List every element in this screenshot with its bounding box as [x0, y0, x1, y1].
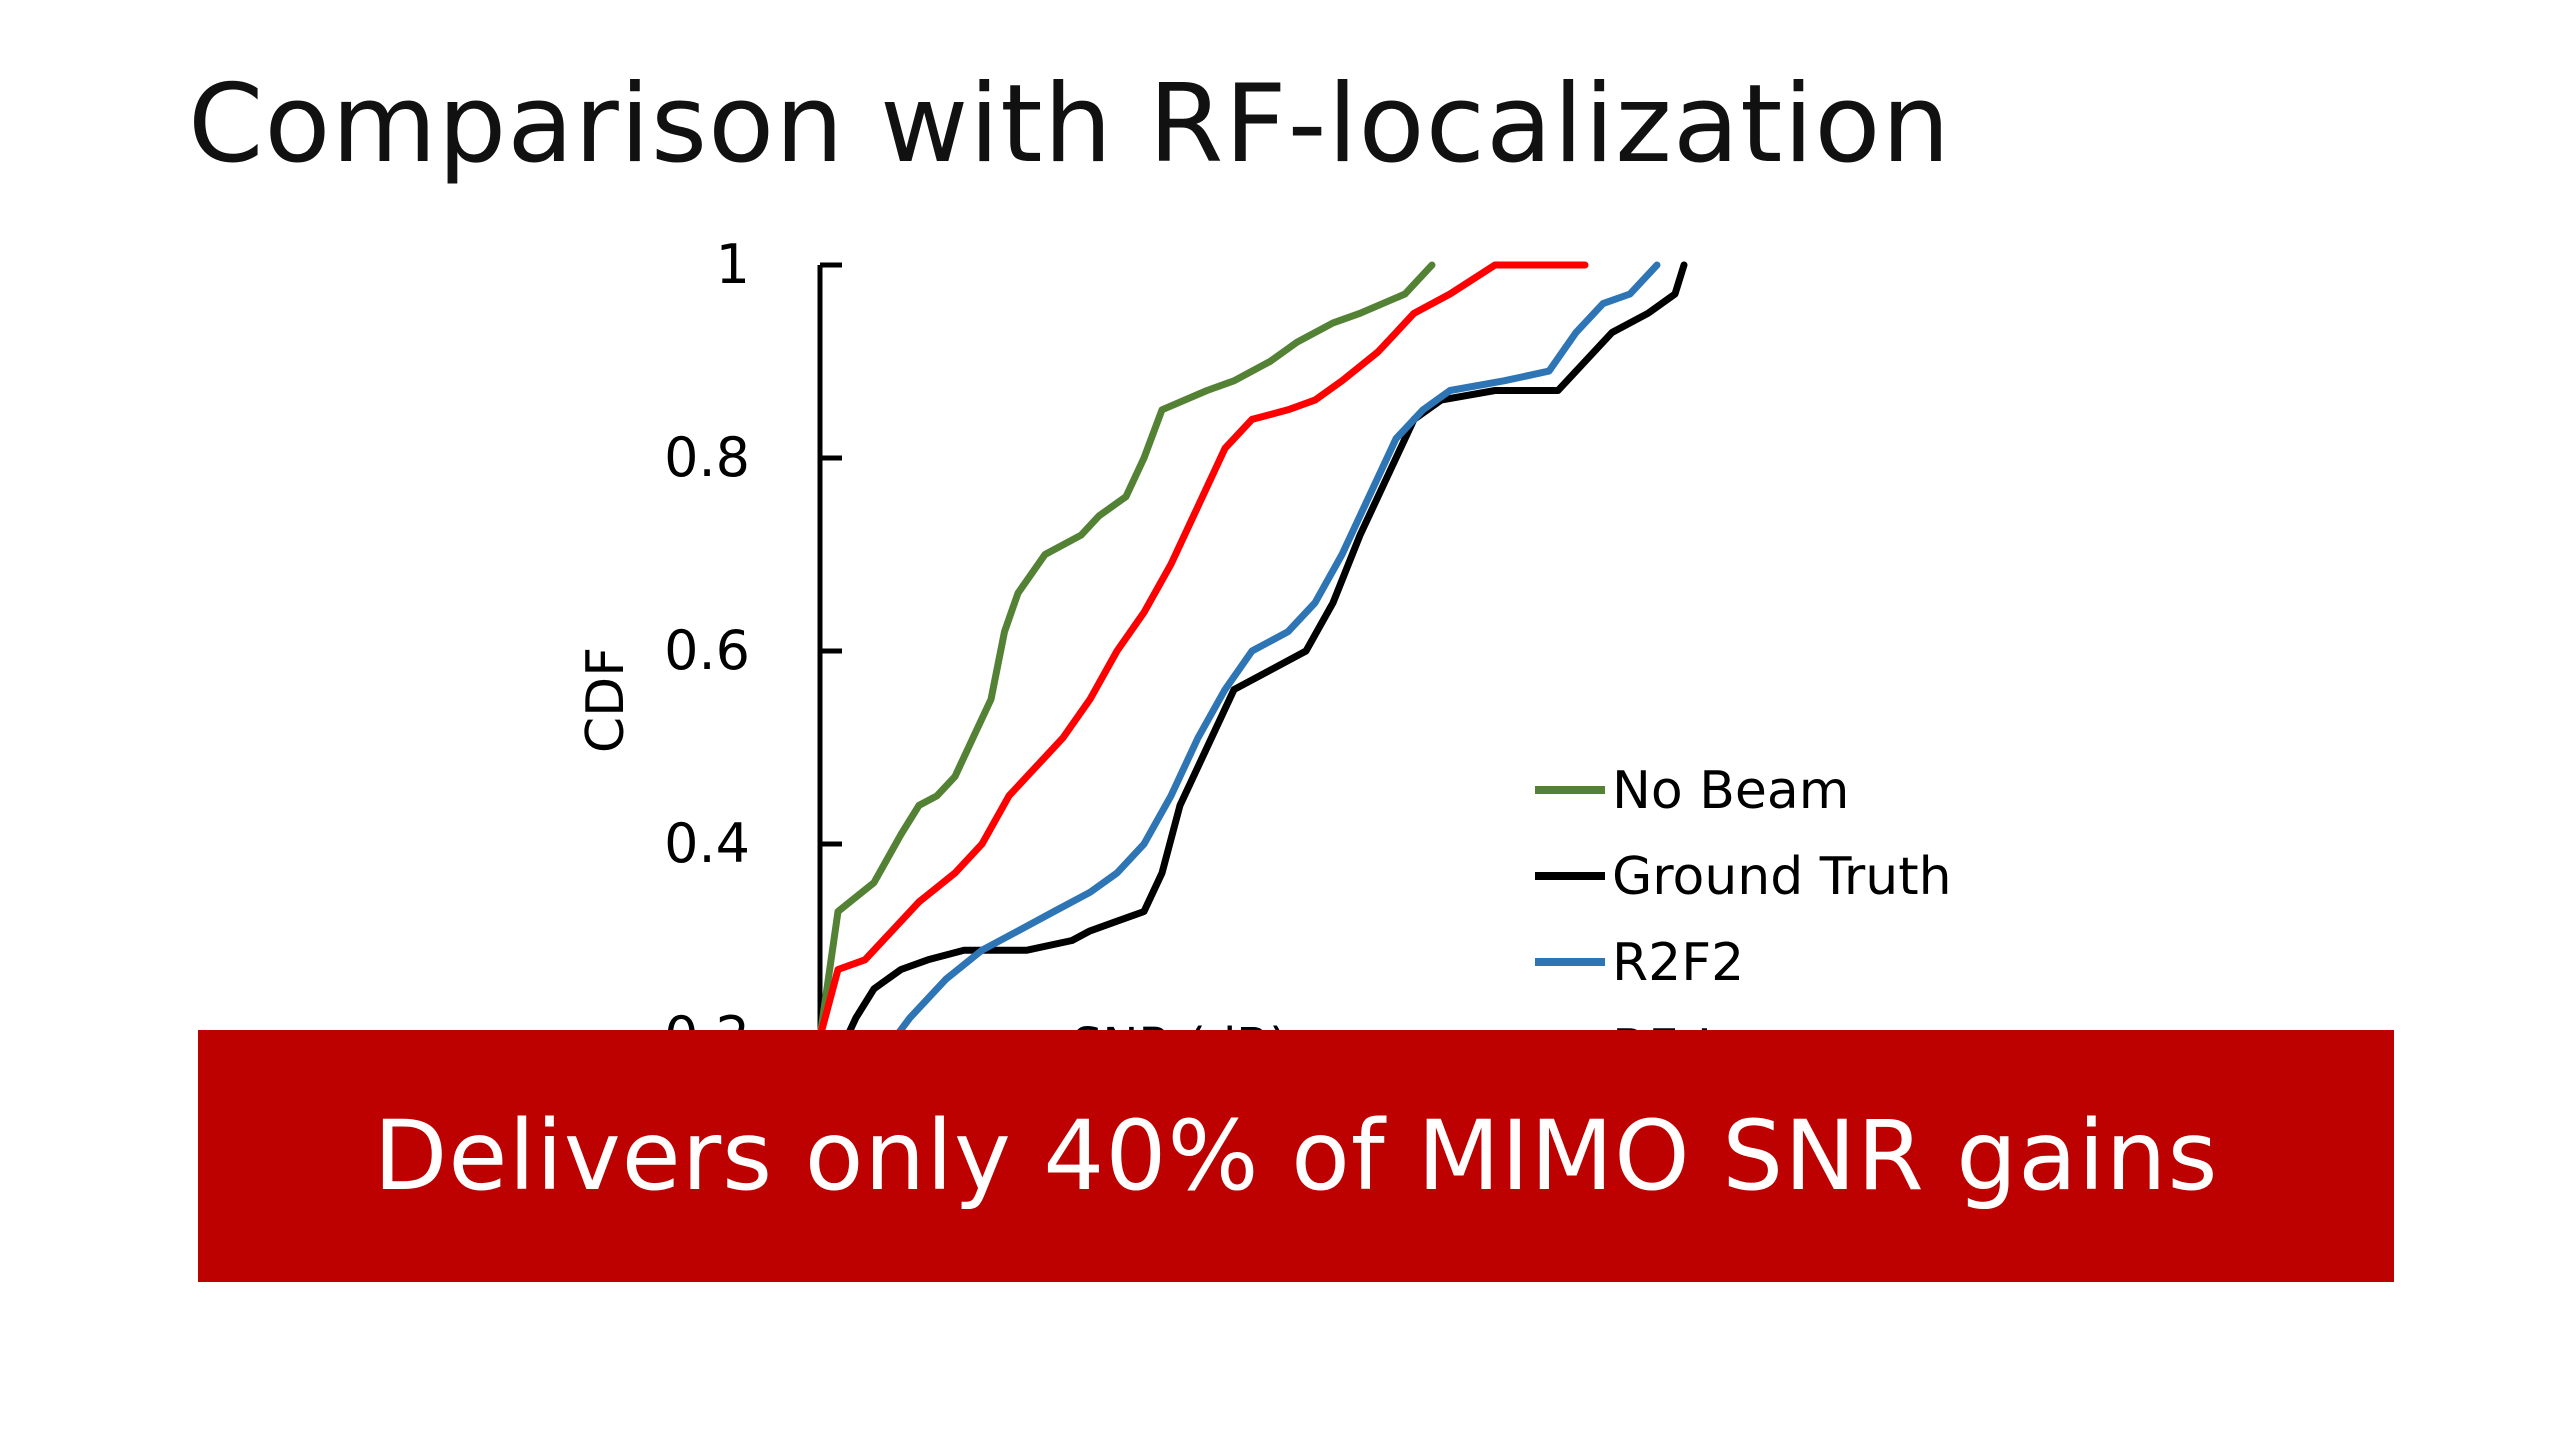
- series-line-3: [816, 261, 1589, 1041]
- series-line-2: [816, 261, 1661, 1186]
- chart-series: [816, 261, 1688, 1186]
- y-axis-label: CDF: [576, 647, 636, 753]
- legend-label: No Beam: [1612, 761, 1849, 821]
- y-tick-label: 1: [716, 233, 750, 296]
- y-tick-label: 0.8: [664, 426, 750, 489]
- series-line-0: [816, 261, 1436, 1041]
- banner-text: Delivers only 40% of MIMO SNR gains: [373, 1100, 2219, 1212]
- highlight-banner: Delivers only 40% of MIMO SNR gains: [198, 1030, 2394, 1282]
- legend-label: R2F2: [1612, 933, 1744, 993]
- y-tick-label: 0.6: [664, 619, 750, 682]
- legend-label: Ground Truth: [1612, 847, 1952, 907]
- slide-title: Comparison with RF-localization: [188, 62, 1951, 187]
- series-line-1: [816, 261, 1688, 1137]
- y-tick-label: 0.4: [664, 812, 750, 875]
